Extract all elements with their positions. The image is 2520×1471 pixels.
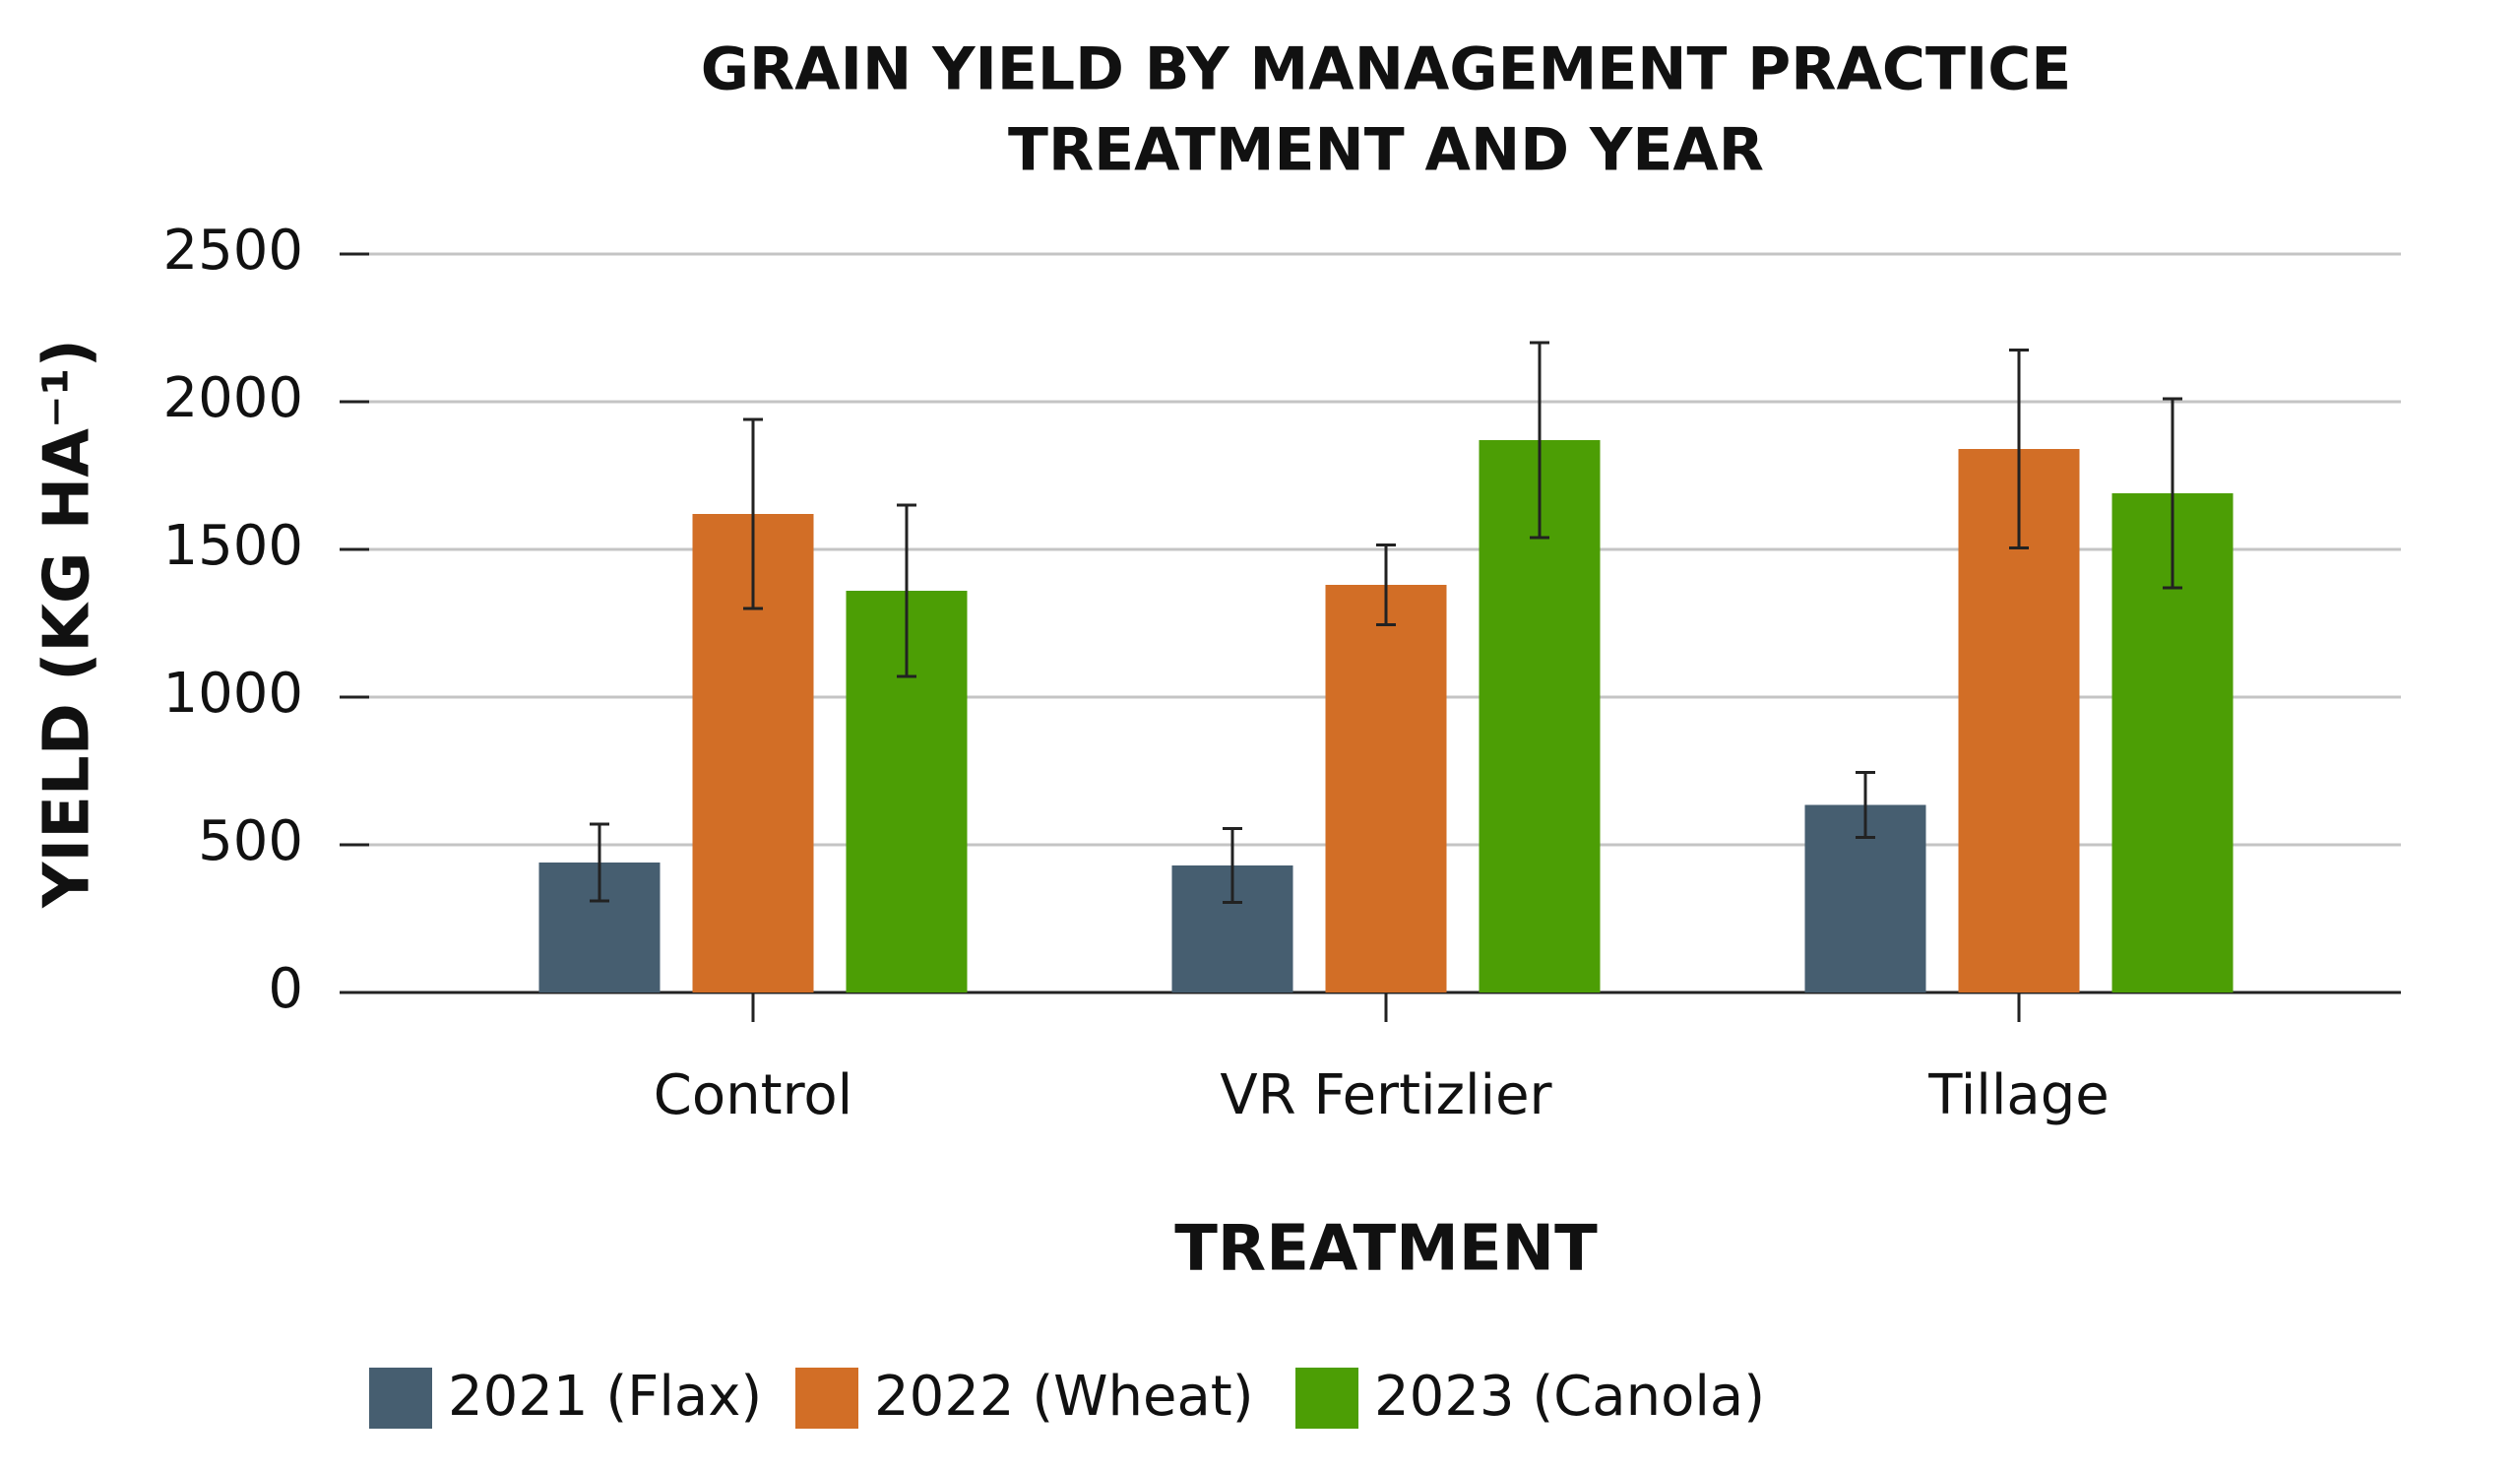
error-bar xyxy=(1376,544,1396,626)
legend-label: 2022 (Wheat) xyxy=(874,1365,1254,1429)
error-bar xyxy=(1856,771,1875,839)
error-bar xyxy=(743,417,763,610)
error-bar xyxy=(897,503,916,678)
legend-swatch xyxy=(369,1368,432,1429)
error-bar xyxy=(1223,827,1242,904)
error-bar xyxy=(2009,349,2029,549)
bar xyxy=(1325,585,1447,992)
error-bar xyxy=(1530,341,1549,540)
y-tick-label: 1000 xyxy=(162,662,303,726)
error-bar xyxy=(590,822,609,903)
legend-label: 2021 (Flax) xyxy=(448,1365,762,1429)
x-axis-title: TREATMENT xyxy=(1174,1213,1598,1286)
y-tick-label: 2500 xyxy=(162,219,303,283)
y-tick-label: 0 xyxy=(268,957,303,1021)
y-tick-label: 1500 xyxy=(162,514,303,578)
error-bar xyxy=(2163,397,2182,590)
legend-swatch xyxy=(1295,1368,1358,1429)
chart-title: TREATMENT AND YEAR xyxy=(1008,116,1764,185)
chart-title: GRAIN YIELD BY MANAGEMENT PRACTICE xyxy=(701,35,2071,104)
y-axis-title: YIELD (KG HA⁻¹) xyxy=(32,339,104,909)
x-tick-label: Control xyxy=(654,1063,852,1127)
legend-swatch xyxy=(795,1368,858,1429)
legend-label: 2023 (Canola) xyxy=(1374,1365,1765,1429)
y-tick-label: 2000 xyxy=(162,366,303,430)
x-tick-label: VR Fertizlier xyxy=(1220,1063,1552,1127)
y-tick-label: 500 xyxy=(198,809,303,873)
x-tick-label: Tillage xyxy=(1927,1063,2109,1127)
